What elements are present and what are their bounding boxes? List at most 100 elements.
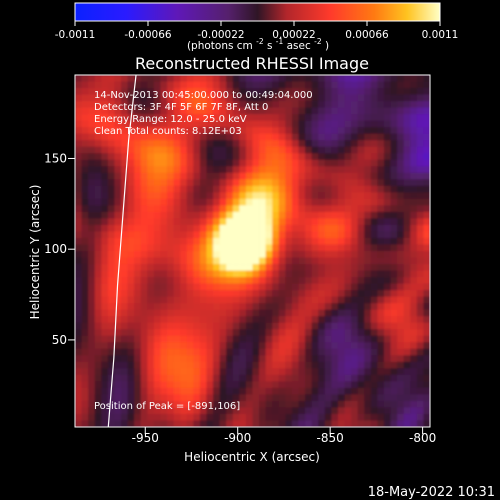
heatmap-cell	[278, 159, 286, 167]
heatmap-cell	[383, 185, 391, 193]
heatmap-cell	[134, 107, 142, 115]
heatmap-cell	[160, 283, 168, 291]
heatmap-cell	[245, 296, 253, 304]
heatmap-cell	[311, 88, 319, 95]
heatmap-cell	[199, 277, 207, 284]
heatmap-cell	[337, 81, 345, 89]
heatmap-cell	[265, 88, 273, 95]
heatmap-cell	[265, 355, 273, 363]
heatmap-cell	[206, 205, 214, 213]
heatmap-cell	[337, 348, 345, 356]
heatmap-cell	[298, 374, 306, 382]
heatmap-cell	[121, 316, 128, 324]
heatmap-cell	[278, 374, 286, 382]
heatmap-cell	[180, 322, 188, 330]
heatmap-cell	[370, 251, 378, 258]
heatmap-cell	[101, 387, 109, 395]
heatmap-cell	[305, 231, 313, 239]
heatmap-cell	[173, 114, 181, 121]
heatmap-cell	[186, 133, 194, 141]
heatmap-cell	[199, 224, 207, 232]
heatmap-cell	[364, 251, 372, 258]
heatmap-cell	[219, 400, 227, 408]
heatmap-cell	[167, 374, 174, 382]
heatmap-cell	[357, 335, 365, 343]
heatmap-cell	[127, 159, 135, 167]
heatmap-cell	[331, 394, 339, 402]
heatmap-cell	[226, 303, 234, 311]
heatmap-cell	[167, 335, 174, 343]
heatmap-cell	[199, 107, 207, 115]
heatmap-cell	[403, 374, 411, 382]
heatmap-cell	[140, 251, 148, 258]
heatmap-cell	[383, 381, 391, 389]
heatmap-cell	[416, 231, 424, 239]
heatmap-cell	[278, 329, 286, 337]
heatmap-cell	[193, 140, 201, 148]
heatmap-cell	[416, 283, 424, 291]
heatmap-cell	[383, 75, 391, 82]
heatmap-cell	[311, 120, 319, 128]
heatmap-cell	[94, 153, 102, 161]
heatmap-cell	[416, 218, 424, 226]
heatmap-cell	[213, 355, 220, 363]
heatmap-cell	[140, 420, 148, 427]
heatmap-cell	[101, 277, 109, 284]
heatmap-cell	[377, 257, 385, 265]
heatmap-cell	[127, 251, 135, 258]
heatmap-cell	[232, 146, 240, 154]
heatmap-cell	[199, 133, 207, 141]
heatmap-cell	[147, 127, 155, 135]
heatmap-cell	[101, 283, 109, 291]
heatmap-cell	[219, 120, 227, 128]
heatmap-cell	[81, 374, 89, 382]
heatmap-cell	[199, 159, 207, 167]
heatmap-cell	[245, 172, 253, 180]
heatmap-cell	[291, 120, 299, 128]
heatmap-cell	[94, 198, 102, 206]
heatmap-cell	[127, 101, 135, 108]
heatmap-cell	[140, 290, 148, 297]
colorbar-tick-label: -0.00066	[124, 29, 172, 41]
heatmap-cell	[318, 88, 326, 95]
heatmap-cell	[213, 413, 220, 421]
heatmap-cell	[167, 316, 174, 324]
heatmap-cell	[278, 166, 286, 174]
heatmap-cell	[239, 133, 247, 141]
heatmap-cell	[272, 251, 280, 258]
heatmap-cell	[331, 185, 339, 193]
heatmap-cell	[94, 146, 102, 154]
heatmap-cell	[403, 361, 411, 369]
heatmap-cell	[390, 283, 398, 291]
heatmap-cell	[331, 127, 339, 135]
heatmap-cell	[265, 368, 273, 376]
heatmap-cell	[245, 237, 253, 245]
heatmap-cell	[107, 368, 115, 376]
heatmap-cell	[351, 192, 359, 200]
heatmap-cell	[167, 244, 174, 252]
peak-position-label: Position of Peak = [-891,106]	[94, 401, 240, 412]
heatmap-cell	[344, 120, 352, 128]
heatmap-cell	[245, 114, 253, 121]
heatmap-cell	[107, 88, 115, 95]
heatmap-cell	[403, 172, 411, 180]
heatmap-cell	[390, 342, 398, 350]
heatmap-cell	[127, 342, 135, 350]
heatmap-cell	[383, 368, 391, 376]
heatmap-cell	[167, 101, 174, 108]
heatmap-cell	[337, 329, 345, 337]
heatmap-cell	[383, 218, 391, 226]
heatmap-cell	[423, 172, 430, 180]
heatmap-cell	[219, 192, 227, 200]
heatmap-cell	[318, 75, 326, 82]
heatmap-cell	[278, 133, 286, 141]
heatmap-cell	[311, 75, 319, 82]
heatmap-cell	[351, 290, 359, 297]
heatmap-cell	[226, 237, 234, 245]
heatmap-cell	[285, 88, 293, 95]
heatmap-cell	[291, 381, 299, 389]
heatmap-cell	[127, 355, 135, 363]
heatmap-cell	[226, 94, 234, 102]
heatmap-cell	[331, 107, 339, 115]
heatmap-cell	[226, 231, 234, 239]
